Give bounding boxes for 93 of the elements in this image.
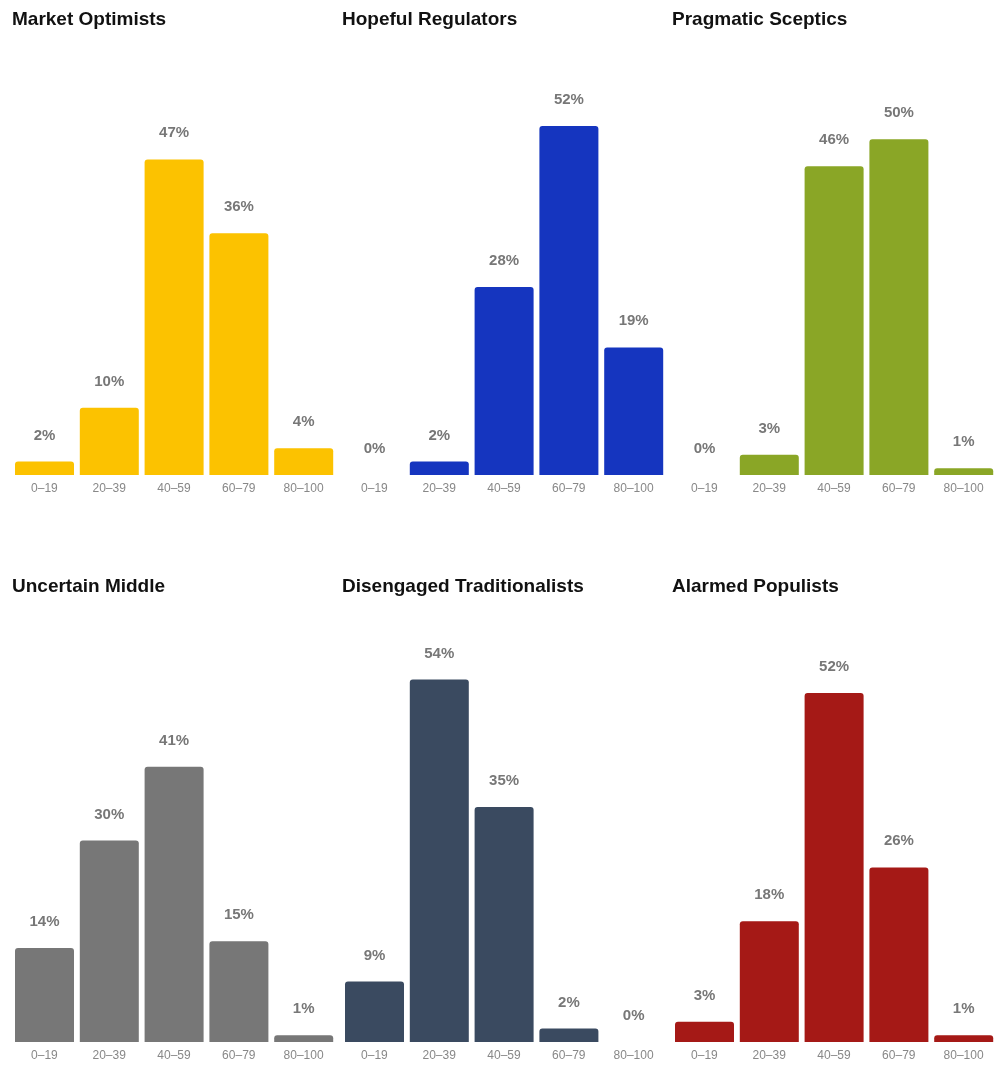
x-tick-label: 40–59: [817, 480, 852, 495]
x-tick-label: 60–79: [882, 480, 916, 495]
x-tick-label: 20–39: [752, 1047, 787, 1062]
data-label: 3%: [693, 985, 716, 1003]
bar: [869, 867, 929, 1042]
bar: [409, 679, 469, 1042]
bar: [209, 233, 269, 475]
chart-title: Hopeful Regulators: [341, 8, 519, 30]
bar: [604, 347, 664, 475]
chart-title: Alarmed Populists: [671, 575, 840, 597]
bar: [144, 159, 204, 475]
data-label: 2%: [428, 425, 451, 443]
x-tick-label: 0–19: [691, 480, 719, 495]
bar: [739, 921, 799, 1042]
data-label: 35%: [489, 771, 520, 789]
data-label: 3%: [758, 418, 781, 436]
chart-title: Pragmatic Sceptics: [671, 8, 849, 30]
data-label: 2%: [558, 992, 580, 1010]
data-label: 2%: [33, 425, 56, 443]
x-tick-label: 0–19: [361, 1047, 389, 1062]
bar: [474, 287, 534, 475]
x-tick-label: 80–100: [943, 1047, 984, 1062]
x-tick-label: 80–100: [283, 480, 324, 495]
chart-title: Disengaged Traditionalists: [341, 575, 585, 597]
x-tick-label: 0–19: [31, 480, 59, 495]
x-tick-label: 20–39: [422, 1047, 457, 1062]
data-label: 0%: [363, 438, 386, 456]
data-label: 1%: [292, 999, 315, 1017]
bar: [474, 807, 534, 1042]
x-tick-label: 20–39: [422, 480, 457, 495]
data-label: 18%: [754, 885, 785, 903]
data-label: 14%: [29, 912, 60, 930]
x-tick-label: 60–79: [552, 1047, 586, 1062]
data-label: 50%: [883, 103, 914, 121]
x-tick-label: 0–19: [31, 1047, 59, 1062]
bar: [144, 766, 204, 1042]
x-tick-label: 80–100: [613, 480, 654, 495]
x-tick-label: 80–100: [943, 480, 984, 495]
bar: [79, 407, 139, 475]
bar: [869, 139, 929, 475]
x-tick-label: 60–79: [222, 480, 256, 495]
data-label: 15%: [223, 905, 254, 923]
data-label: 4%: [292, 412, 315, 430]
bar: [345, 981, 404, 1042]
x-tick-label: 20–39: [92, 1047, 127, 1062]
x-tick-label: 20–39: [92, 480, 127, 495]
x-tick-label: 40–59: [157, 480, 192, 495]
bar: [934, 468, 994, 475]
bar: [79, 840, 139, 1042]
bar: [539, 125, 599, 475]
x-tick-label: 40–59: [487, 1047, 522, 1062]
x-tick-label: 60–79: [222, 1047, 256, 1062]
x-tick-label: 40–59: [487, 480, 522, 495]
data-label: 30%: [94, 804, 125, 822]
bar: [934, 1035, 994, 1042]
chart-title: Uncertain Middle: [11, 575, 167, 597]
bar: [675, 1021, 734, 1042]
data-label: 47%: [159, 123, 190, 141]
bar: [409, 461, 469, 475]
bar: [209, 941, 269, 1042]
bar: [539, 1028, 599, 1042]
data-label: 26%: [883, 831, 914, 849]
data-label: 36%: [223, 197, 254, 215]
bar: [804, 692, 864, 1042]
bar: [15, 461, 74, 475]
x-tick-label: 80–100: [283, 1047, 324, 1062]
bar: [274, 448, 334, 475]
x-tick-label: 0–19: [361, 480, 389, 495]
chart-title: Market Optimists: [11, 8, 168, 30]
x-tick-label: 80–100: [613, 1047, 654, 1062]
data-label: 10%: [94, 371, 125, 389]
x-tick-label: 40–59: [817, 1047, 852, 1062]
x-tick-label: 0–19: [691, 1047, 719, 1062]
bar: [739, 454, 799, 475]
x-tick-label: 40–59: [157, 1047, 192, 1062]
bar: [274, 1035, 334, 1042]
data-label: 52%: [819, 656, 850, 674]
data-label: 41%: [159, 730, 190, 748]
data-label: 19%: [618, 311, 649, 329]
x-tick-label: 20–39: [752, 480, 787, 495]
data-label: 46%: [819, 130, 850, 148]
data-label: 54%: [424, 643, 455, 661]
bar: [804, 166, 864, 475]
data-label: 28%: [489, 251, 520, 269]
data-label: 52%: [553, 89, 584, 107]
data-label: 1%: [952, 432, 975, 450]
x-tick-label: 60–79: [552, 480, 586, 495]
data-label: 0%: [693, 438, 716, 456]
data-label: 0%: [622, 1005, 645, 1023]
x-tick-label: 60–79: [882, 1047, 916, 1062]
data-label: 1%: [952, 999, 975, 1017]
bar: [15, 948, 74, 1042]
data-label: 9%: [363, 945, 386, 963]
